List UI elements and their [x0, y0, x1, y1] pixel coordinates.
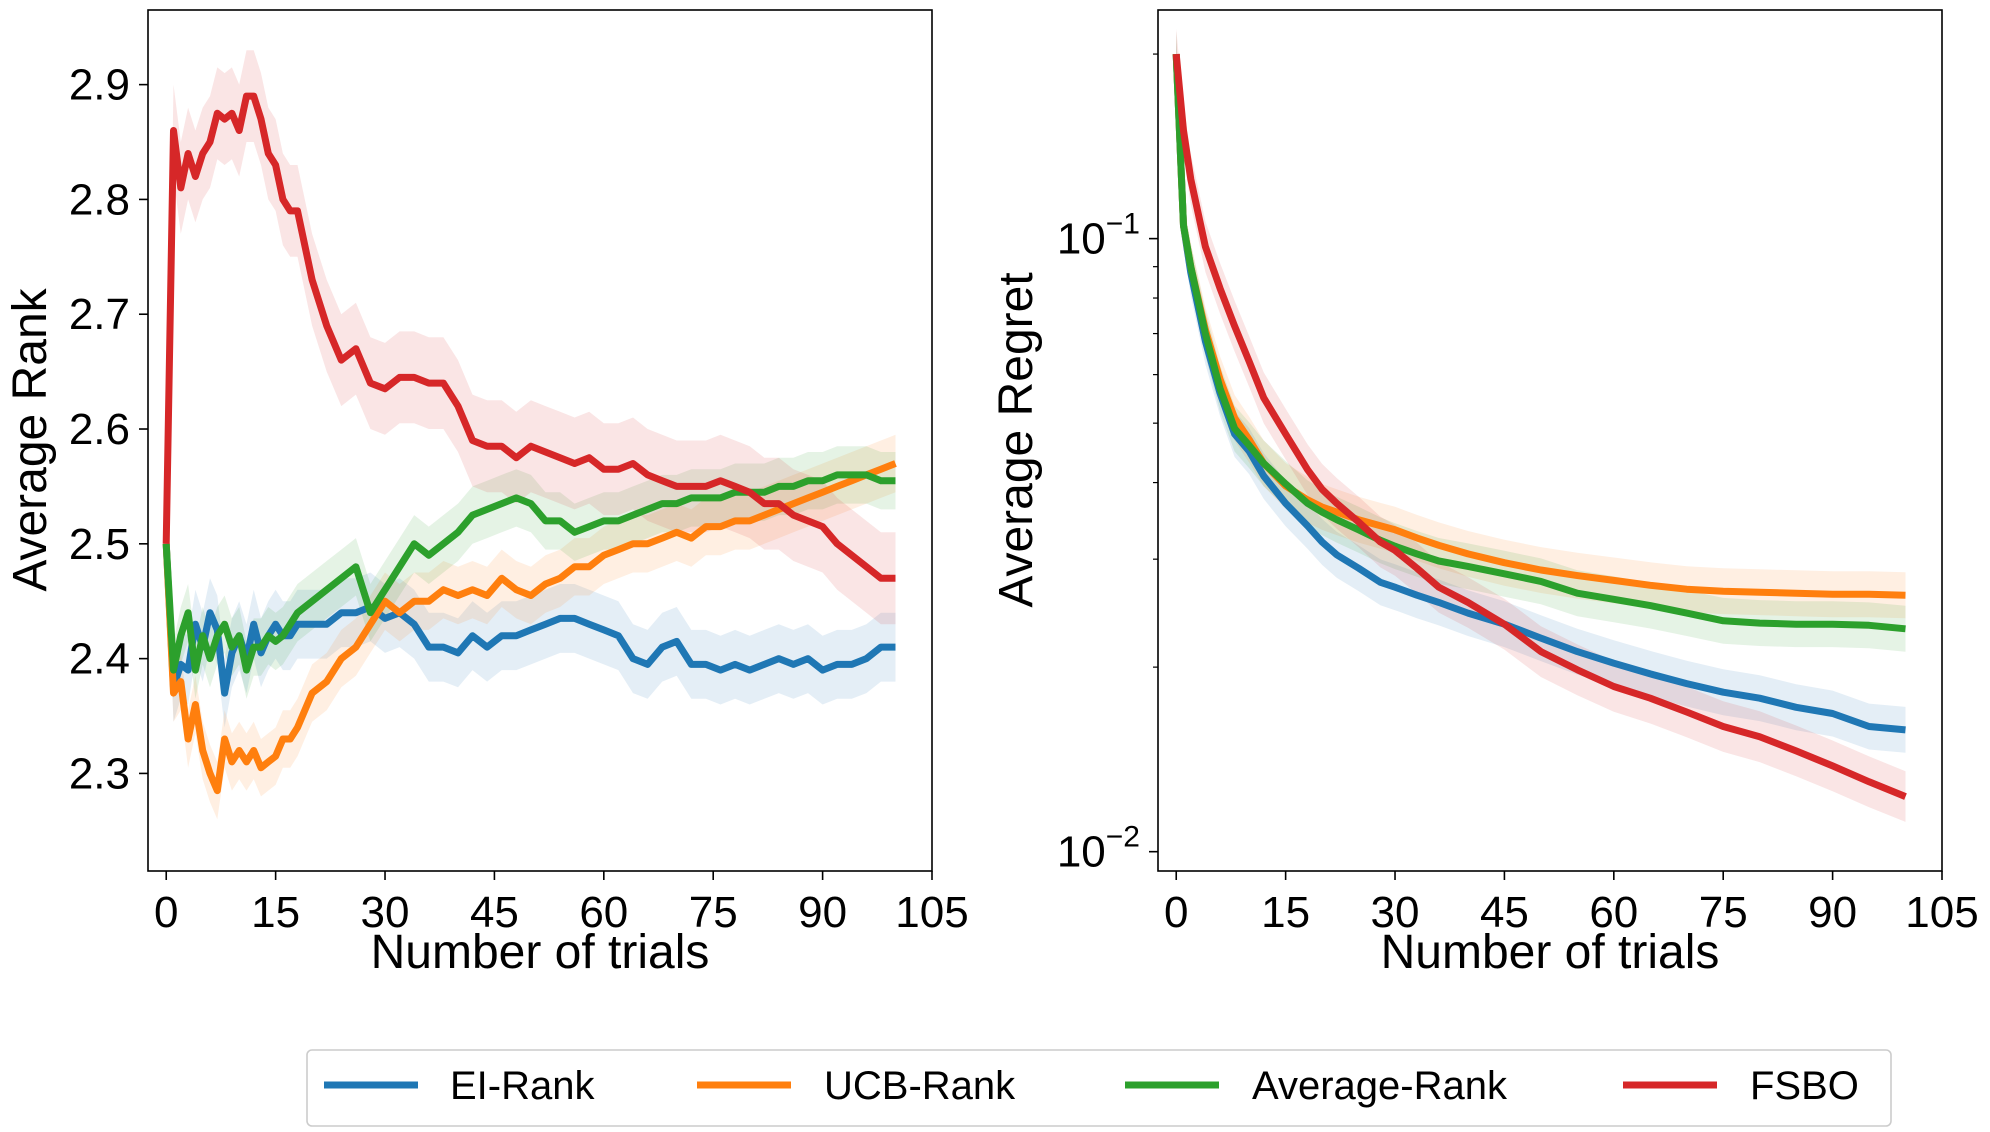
rank-series-fsbo	[162, 92, 896, 582]
rank-y-tick-label: 2.9	[69, 61, 130, 110]
rank-chart: 0 15 30 45 60 75 90 105 2.3 2.4 2.5 2.6 2.7 2.8 2.9 N…	[4, 9, 969, 979]
regret-x-tick-label: 30	[1371, 888, 1420, 937]
rank-x-tick-label: 90	[798, 888, 847, 937]
regret-series-average-rank	[1172, 53, 1906, 633]
regret-y-tick-label: 10−2	[1057, 821, 1140, 877]
legend: EI-Rank UCB-Rank Average-Rank FSBO	[306, 1049, 1892, 1127]
rank-y-tick-label: 2.4	[69, 635, 130, 684]
rank-y-tick-label: 2.7	[69, 290, 130, 339]
rank-x-tick-label: 0	[154, 888, 178, 937]
rank-x-tick-label: 15	[251, 888, 300, 937]
regret-x-tick-label: 90	[1808, 888, 1857, 937]
regret-series-ucb-rank	[1172, 53, 1906, 599]
rank-y-tick-label: 2.8	[69, 175, 130, 224]
rank-plot-frame	[147, 9, 933, 872]
rank-x-tick-label: 105	[895, 888, 968, 937]
legend-label-ei-rank: EI-Rank	[450, 1064, 595, 1108]
rank-y-tick-label: 2.6	[69, 405, 130, 454]
legend-item-fsbo: FSBO	[1623, 1064, 1859, 1108]
regret-x-tick-label: 75	[1699, 888, 1748, 937]
regret-band-ei-rank	[1176, 31, 1906, 753]
legend-label-average-rank: Average-Rank	[1252, 1064, 1508, 1108]
regret-series-fsbo	[1172, 53, 1907, 800]
regret-x-tick-label: 60	[1589, 888, 1638, 937]
rank-band-ucb-rank	[166, 434, 896, 820]
rank-series-ucb-rank	[162, 460, 897, 795]
legend-label-fsbo: FSBO	[1750, 1064, 1859, 1108]
rank-x-tick-label: 45	[470, 888, 519, 937]
regret-band-fsbo	[1176, 28, 1906, 822]
rank-band-average-rank	[166, 446, 896, 699]
legend-item-ucb-rank: UCB-Rank	[697, 1064, 1016, 1108]
legend-label-ucb-rank: UCB-Rank	[824, 1064, 1016, 1108]
regret-x-axis-label: Number of trials	[1381, 926, 1720, 979]
rank-y-axis-label: Average Rank	[4, 287, 57, 591]
legend-item-average-rank: Average-Rank	[1125, 1064, 1508, 1108]
rank-y-tick-label: 2.5	[69, 520, 130, 569]
regret-x-tick-label: 15	[1261, 888, 1310, 937]
legend-item-ei-rank: EI-Rank	[324, 1064, 595, 1108]
regret-plot-frame	[1157, 9, 1943, 872]
regret-x-tick-label: 45	[1480, 888, 1529, 937]
legend-frame	[306, 1049, 1892, 1127]
rank-x-tick-label: 75	[689, 888, 738, 937]
regret-y-tick-label: 10−1	[1057, 208, 1140, 264]
rank-y-tick-label: 2.3	[69, 749, 130, 798]
rank-x-tick-label: 30	[361, 888, 410, 937]
regret-chart: 0 15 30 45 60 75 90 105 10−2 10−1 Number of tria…	[990, 9, 1979, 979]
rank-x-tick-label: 60	[579, 888, 628, 937]
rank-x-axis-label: Number of trials	[371, 926, 710, 979]
regret-y-axis-label: Average Regret	[990, 272, 1043, 607]
regret-x-tick-label: 0	[1164, 888, 1188, 937]
rank-band-ei-rank	[166, 543, 896, 728]
regret-x-tick-label: 105	[1905, 888, 1978, 937]
